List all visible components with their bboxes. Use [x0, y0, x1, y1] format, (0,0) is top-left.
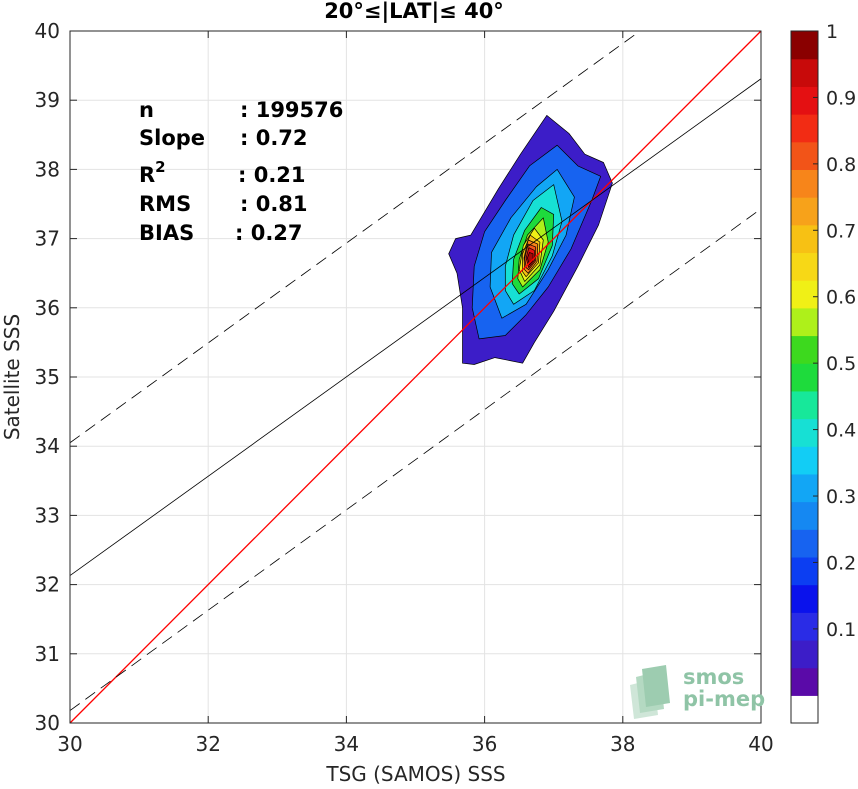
colorbar-ticks: 0.1 0.2 0.3 0.4 0.5 0.6 0.7 0.8 0.9 1: [813, 21, 856, 641]
colorbar-segment: [791, 86, 818, 115]
colorbar-tick-label: 0.8: [826, 154, 856, 176]
colorbar-tick-label: 0.6: [826, 287, 856, 309]
colorbar-tick-label: 0.9: [826, 87, 856, 109]
colorbar-tick-label: 1: [826, 21, 838, 43]
y-tick-label: 30: [35, 711, 60, 735]
stat-label: n: [139, 98, 154, 122]
logo-mark-icon: [630, 665, 670, 719]
colorbar-segment: [791, 418, 818, 447]
stat-value: : 0.27: [235, 221, 303, 245]
plot-area: [69, 30, 762, 724]
stat-label-superscript: 2: [155, 158, 165, 176]
colorbar-segment: [791, 197, 818, 226]
colorbar-segment: [791, 363, 818, 392]
lower-bound-line: [69, 208, 762, 711]
y-tick-label: 34: [35, 434, 60, 458]
y-tick-label: 35: [35, 365, 60, 389]
x-tick-label: 30: [57, 732, 82, 756]
y-tick-label: 38: [35, 157, 60, 181]
colorbar: 0.1 0.2 0.3 0.4 0.5 0.6 0.7 0.8 0.9 1: [790, 21, 856, 724]
colorbar-tick-label: 0.7: [826, 220, 856, 242]
colorbar-segment: [791, 501, 818, 530]
stat-value: : 0.81: [240, 192, 308, 216]
y-tick-label: 37: [35, 227, 60, 251]
stat-label: RMS: [139, 192, 191, 216]
colorbar-segment: [791, 280, 818, 309]
colorbar-segment: [791, 141, 818, 170]
y-tick-label: 39: [35, 88, 60, 112]
colorbar-segment: [791, 31, 818, 60]
chart-title: 20°≤|LAT|≤ 40°: [324, 0, 504, 24]
colorbar-segment: [791, 556, 818, 586]
colorbar-tick-label: 0.2: [826, 552, 856, 574]
colorbar-segment: [791, 473, 818, 503]
one-to-one-line: [69, 30, 762, 724]
colorbar-segment: [791, 584, 818, 613]
colorbar-tick-label: 0.4: [826, 420, 856, 442]
x-axis-label: TSG (SAMOS) SSS: [325, 762, 505, 786]
fit-lines: [69, 30, 762, 724]
y-axis-label: Satellite SSS: [0, 314, 24, 440]
colorbar-segment: [791, 252, 818, 281]
statistics-box: n : 199576 Slope : 0.72 R2 : 0.21 RMS : 0.81 BIA…: [139, 98, 343, 245]
x-tick-label: 36: [472, 732, 497, 756]
colorbar-segment: [791, 335, 818, 364]
y-tick-label: 40: [35, 19, 60, 43]
colorbar-segment: [791, 612, 818, 641]
stat-value: : 199576: [240, 98, 343, 122]
logo-line1: smos: [683, 665, 744, 689]
x-tick-label: 32: [195, 732, 220, 756]
colorbar-tick-label: 0.3: [826, 486, 856, 508]
colorbar-segments: [791, 31, 818, 724]
colorbar-segment: [791, 667, 818, 696]
colorbar-segment: [791, 58, 818, 87]
y-axis-ticks: 30 31 32 33 34 35 36 37 38 39 40: [35, 19, 761, 735]
colorbar-segment: [791, 169, 818, 198]
regression-line: [69, 78, 762, 576]
y-tick-label: 33: [35, 503, 60, 527]
colorbar-segment: [791, 529, 818, 558]
y-tick-label: 32: [35, 573, 60, 597]
stat-value: : 0.72: [240, 126, 308, 150]
stat-label: BIAS: [139, 221, 194, 245]
colorbar-segment: [791, 307, 818, 337]
upper-bound-line: [69, 30, 641, 444]
stat-label: R2: [139, 158, 166, 187]
x-tick-label: 34: [334, 732, 359, 756]
colorbar-segment: [791, 446, 818, 475]
stat-value: : 0.21: [238, 163, 306, 187]
y-tick-label: 31: [35, 642, 60, 666]
colorbar-segment: [791, 114, 818, 143]
colorbar-segment: [791, 639, 818, 669]
colorbar-segment: [791, 224, 818, 254]
logo-line2: pi-mep: [683, 687, 765, 711]
colorbar-segment: [791, 390, 818, 420]
colorbar-frame: [790, 30, 819, 724]
colorbar-tick-label: 0.1: [826, 619, 856, 641]
colorbar-segment: [791, 695, 818, 724]
x-axis-ticks: 30 32 34 36 38 40: [57, 31, 774, 756]
x-tick-label: 40: [748, 732, 773, 756]
x-tick-label: 38: [610, 732, 635, 756]
colorbar-tick-label: 0.5: [826, 353, 856, 375]
density-contour: [527, 252, 534, 266]
y-tick-label: 36: [35, 296, 60, 320]
stat-label: Slope: [139, 126, 205, 150]
smos-pi-mep-logo: smos pi-mep: [630, 665, 765, 719]
